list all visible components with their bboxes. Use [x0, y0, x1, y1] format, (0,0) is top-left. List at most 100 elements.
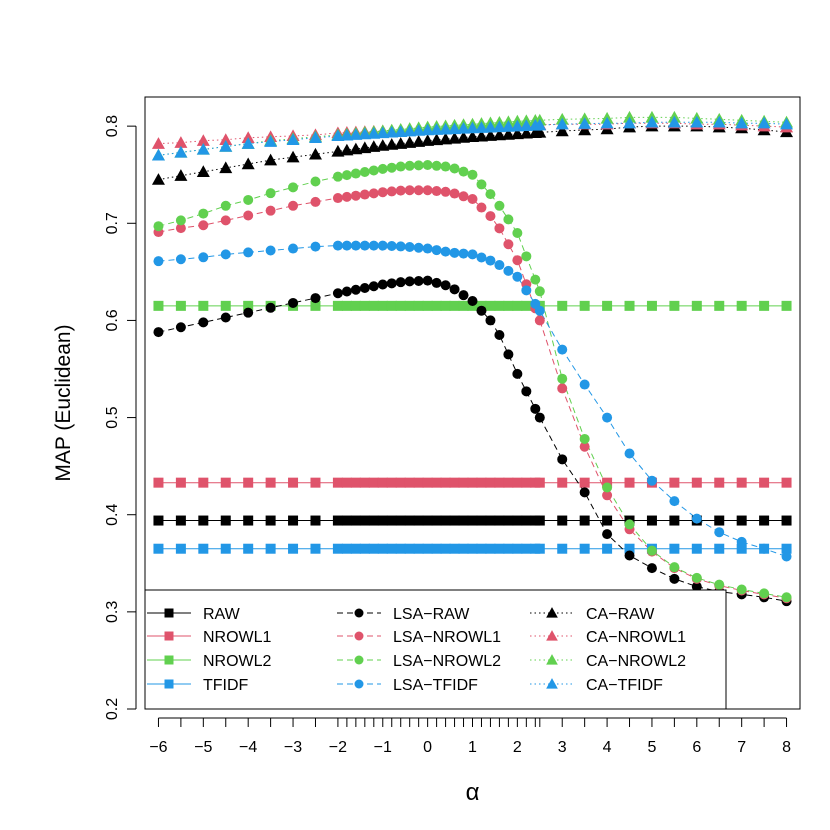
data-point-tfidf	[579, 543, 590, 554]
data-point-raw	[377, 515, 388, 526]
data-point-lsa-tfidf	[736, 536, 747, 547]
data-point-lsa-tfidf	[485, 255, 496, 266]
data-point-tfidf	[440, 543, 451, 554]
data-point-lsa-nrowl2	[534, 286, 545, 297]
data-point-ca-tfidf	[623, 116, 637, 129]
data-point-lsa-nrowl1	[332, 193, 343, 204]
data-point-lsa-raw	[386, 278, 397, 289]
data-point-raw	[440, 515, 451, 526]
data-point-raw	[288, 515, 299, 526]
data-point-lsa-nrowl2	[377, 163, 388, 174]
data-point-ca-raw	[412, 135, 426, 147]
data-point-tfidf	[422, 543, 433, 554]
data-point-lsa-nrowl1	[422, 185, 433, 196]
data-point-raw	[449, 515, 460, 526]
data-point-nrowl1	[332, 477, 343, 488]
data-point-raw	[395, 515, 406, 526]
data-point-nrowl1	[691, 477, 702, 488]
data-point-lsa-nrowl2	[781, 592, 792, 603]
legend-marker	[546, 678, 558, 689]
data-point-lsa-nrowl2	[449, 163, 460, 174]
data-point-raw	[485, 515, 496, 526]
data-point-lsa-nrowl2	[404, 160, 415, 171]
data-point-lsa-tfidf	[512, 271, 523, 282]
data-point-lsa-tfidf	[691, 513, 702, 524]
data-point-ca-raw	[394, 137, 408, 149]
legend-marker	[354, 631, 364, 641]
data-point-nrowl1	[377, 477, 388, 488]
data-point-nrowl1	[368, 477, 379, 488]
data-point-tfidf	[503, 543, 514, 554]
data-point-lsa-tfidf	[602, 412, 613, 423]
data-point-nrowl1	[449, 477, 460, 488]
data-point-ca-tfidf	[578, 117, 592, 129]
data-point-nrowl2	[781, 300, 792, 311]
y-tick-label: 0.7	[104, 212, 121, 234]
y-tick-label: 0.5	[104, 406, 121, 428]
data-point-lsa-tfidf	[579, 379, 590, 390]
data-point-ca-raw	[421, 134, 435, 146]
data-point-lsa-nrowl2	[395, 161, 406, 172]
data-point-lsa-tfidf	[534, 305, 545, 316]
legend-label: CA−NROWL1	[586, 629, 686, 646]
legend-marker	[164, 631, 174, 641]
data-point-nrowl1	[395, 477, 406, 488]
data-point-lsa-raw	[341, 286, 352, 297]
data-point-lsa-nrowl2	[368, 165, 379, 176]
data-point-nrowl1	[359, 477, 370, 488]
data-point-tfidf	[404, 543, 415, 554]
data-point-lsa-raw	[646, 563, 657, 574]
data-point-lsa-nrowl2	[310, 176, 321, 187]
data-point-lsa-nrowl1	[265, 205, 276, 216]
x-tick-label: −3	[284, 739, 302, 756]
data-point-lsa-raw	[494, 330, 505, 340]
data-point-nrowl2	[512, 300, 523, 311]
data-point-nrowl1	[310, 477, 321, 488]
data-point-ca-raw	[241, 157, 255, 170]
data-point-lsa-tfidf	[646, 475, 657, 486]
data-point-tfidf	[350, 543, 361, 554]
data-point-raw	[579, 515, 590, 526]
data-point-raw	[310, 515, 321, 526]
data-point-lsa-nrowl2	[431, 160, 442, 171]
data-point-raw	[265, 515, 276, 526]
data-point-lsa-nrowl1	[413, 185, 424, 196]
series-line-lsa-nrowl2	[158, 164, 787, 598]
data-point-tfidf	[368, 543, 379, 554]
data-point-ca-raw	[533, 125, 547, 138]
data-point-lsa-nrowl2	[646, 545, 657, 556]
data-point-raw	[243, 515, 254, 526]
legend-label: LSA−NROWL2	[393, 653, 501, 670]
data-point-lsa-tfidf	[467, 249, 478, 260]
data-point-ca-raw	[448, 131, 462, 144]
data-point-lsa-raw	[530, 403, 541, 414]
data-point-tfidf	[431, 543, 442, 554]
data-point-ca-raw	[340, 143, 354, 156]
data-point-nrowl1	[736, 477, 747, 488]
data-point-raw	[413, 515, 424, 526]
data-point-tfidf	[485, 543, 496, 554]
legend-marker	[164, 608, 174, 618]
data-point-lsa-nrowl1	[458, 191, 469, 202]
data-point-ca-raw	[439, 132, 453, 145]
data-point-nrowl1	[781, 477, 792, 488]
data-point-nrowl2	[669, 300, 680, 311]
data-point-lsa-tfidf	[153, 256, 164, 267]
data-point-ca-tfidf	[151, 148, 165, 161]
data-point-ca-nrowl1	[151, 137, 165, 149]
data-point-lsa-tfidf	[386, 241, 397, 252]
data-point-lsa-tfidf	[714, 527, 725, 538]
data-point-ca-tfidf	[412, 124, 426, 136]
data-point-ca-tfidf	[645, 115, 659, 128]
data-point-ca-tfidf	[780, 117, 794, 130]
x-tick-label: −4	[239, 739, 257, 756]
data-point-lsa-nrowl2	[198, 208, 209, 219]
data-point-tfidf	[243, 543, 254, 554]
legend-label: LSA−TFIDF	[393, 677, 478, 694]
data-point-lsa-nrowl2	[485, 189, 496, 200]
data-point-lsa-nrowl2	[602, 482, 613, 493]
data-point-ca-tfidf	[448, 122, 462, 135]
data-point-lsa-nrowl2	[624, 519, 635, 530]
data-point-lsa-nrowl2	[341, 170, 352, 181]
